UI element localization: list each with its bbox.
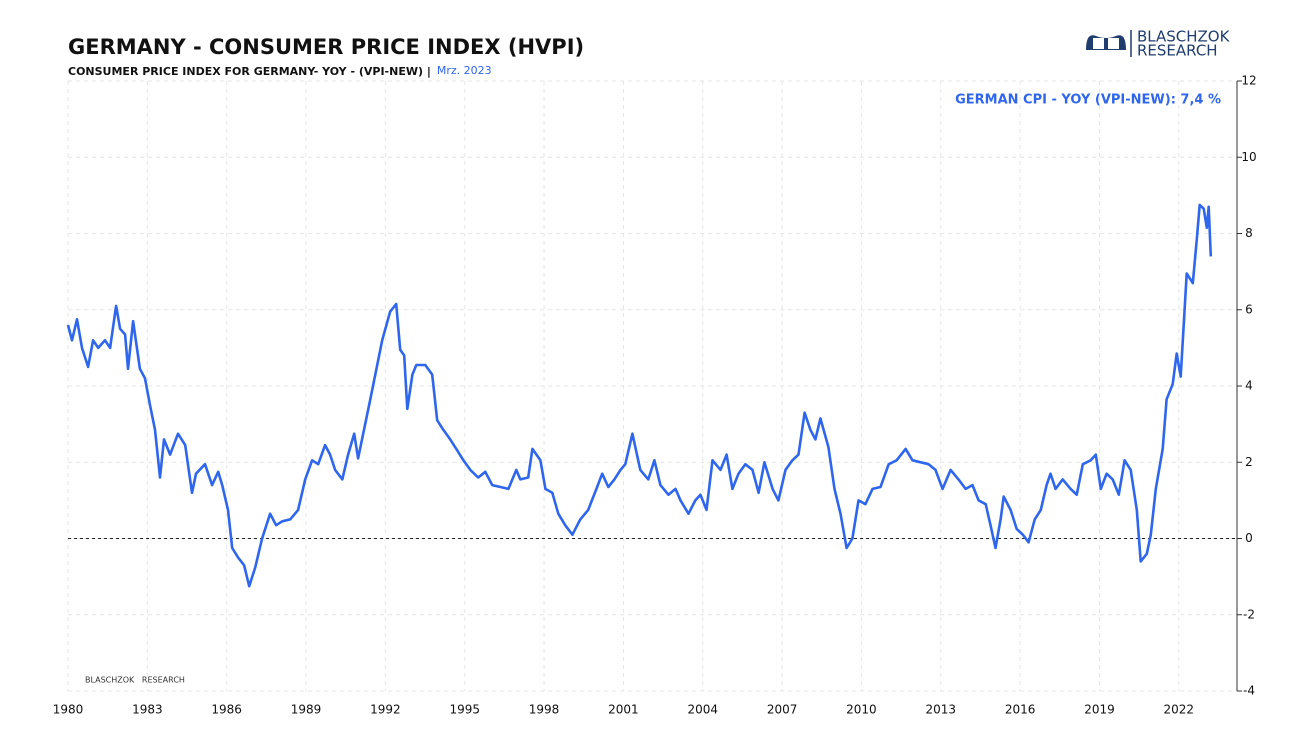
x-tick-label: 2001 bbox=[608, 703, 639, 717]
logo-text: RESEARCH bbox=[1137, 42, 1218, 60]
x-tick-label: 2010 bbox=[846, 703, 877, 717]
logo-icon bbox=[1086, 35, 1126, 50]
x-tick-label: 1986 bbox=[211, 703, 242, 717]
line-series bbox=[66, 203, 1213, 588]
logo-icon bbox=[1108, 38, 1119, 49]
date-label: Mrz. 2023 bbox=[437, 64, 492, 77]
y-tick-label: 4 bbox=[1245, 379, 1253, 393]
y-tick-label: -4 bbox=[1243, 684, 1255, 698]
y-tick-label: 12 bbox=[1241, 74, 1256, 88]
chart-subtitle: CONSUMER PRICE INDEX FOR GERMANY- YOY - … bbox=[68, 65, 431, 78]
x-tick-label: 1992 bbox=[370, 703, 401, 717]
x-tick-label: 2004 bbox=[687, 703, 718, 717]
watermark: BLASCHZOK RESEARCH bbox=[85, 676, 185, 685]
y-tick-label: 8 bbox=[1245, 226, 1253, 240]
y-tick-label: -2 bbox=[1243, 607, 1255, 621]
x-tick-label: 2016 bbox=[1005, 703, 1036, 717]
x-tick-label: 2022 bbox=[1164, 703, 1195, 717]
logo: BLASCHZOK RESEARCH bbox=[1086, 28, 1231, 60]
legend-entry: GERMAN CPI - YOY (VPI-NEW): 7,4 % bbox=[955, 93, 1221, 108]
logo-icon bbox=[1093, 38, 1104, 49]
y-tick-label: 0 bbox=[1245, 531, 1253, 545]
x-tick-label: 2007 bbox=[767, 703, 798, 717]
x-tick-label: 1983 bbox=[132, 703, 163, 717]
y-tick-label: 2 bbox=[1245, 455, 1253, 469]
x-tick-label: 1980 bbox=[53, 703, 84, 717]
y-tick-label: 6 bbox=[1245, 302, 1253, 316]
x-tick-label: 2013 bbox=[926, 703, 957, 717]
y-tick-label: 10 bbox=[1241, 150, 1256, 164]
logo-text: BLASCHZOK bbox=[1137, 28, 1231, 46]
x-tick-label: 1989 bbox=[291, 703, 322, 717]
x-tick-label: 1995 bbox=[449, 703, 480, 717]
x-tick-label: 2019 bbox=[1084, 703, 1115, 717]
chart-title: GERMANY - CONSUMER PRICE INDEX (HVPI) bbox=[68, 35, 584, 59]
x-tick-label: 1998 bbox=[529, 703, 560, 717]
